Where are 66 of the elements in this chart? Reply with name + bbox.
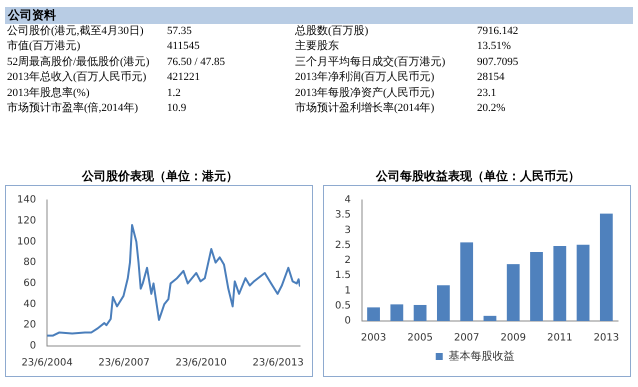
bar <box>460 242 474 321</box>
y-tick-label: 60 <box>23 278 36 290</box>
x-tick-label: 2007 <box>454 332 480 344</box>
y-tick-label: 3.5 <box>334 210 351 221</box>
text: 公司股价(港元,截至4月30日) <box>7 24 145 39</box>
text: 13.51% <box>477 39 512 54</box>
text: 421221 <box>167 70 201 86</box>
text: 57.35 <box>167 24 193 39</box>
text: 市场预计市盈率(倍,2014年) <box>7 101 140 116</box>
bar <box>367 307 380 321</box>
text: 20.2% <box>477 101 506 116</box>
text: 总股数(百万股) <box>295 24 370 39</box>
text: 市场预计盈利增长率(2014年) <box>295 101 436 116</box>
bar <box>600 214 613 321</box>
bar <box>390 304 404 321</box>
text: 公司资料 <box>5 7 633 24</box>
text: 411545 <box>167 39 201 54</box>
text: 23.1 <box>477 86 498 101</box>
chart-title: 公司股价表现（单位：港元） <box>80 168 239 185</box>
text: 2013年每股净资产(人民币元) <box>295 86 436 101</box>
text: 主要股东 <box>295 39 340 54</box>
y-tick-label: 140 <box>16 194 36 206</box>
y-tick-label: 1 <box>344 285 351 296</box>
text: 10.9 <box>167 101 188 116</box>
bar <box>506 264 520 321</box>
bar <box>576 244 590 321</box>
y-tick-label: 80 <box>23 257 36 268</box>
x-tick-label: 2011 <box>547 332 573 344</box>
x-tick-label: 23/6/2007 <box>98 358 150 369</box>
y-tick-label: 120 <box>16 215 36 226</box>
bar <box>484 316 496 321</box>
x-tick-label: 2005 <box>407 332 433 344</box>
text: 76.50 / 47.85 <box>167 54 226 70</box>
y-tick-label: 0 <box>344 316 351 327</box>
text: 1.2 <box>167 86 182 101</box>
bar <box>553 246 566 321</box>
y-tick-label: 0.5 <box>334 300 351 312</box>
y-tick-label: 2 <box>344 255 351 266</box>
y-tick-label: 100 <box>16 236 36 248</box>
text: 2013年净利润(百万人民币元) <box>295 70 436 86</box>
chart-title: 公司每股收益表现（单位：人民币元） <box>374 168 581 185</box>
bar <box>414 304 427 321</box>
x-tick-label: 2009 <box>500 332 526 344</box>
text: 7916.142 <box>477 24 520 39</box>
x-tick-label: 23/6/2010 <box>175 358 227 369</box>
y-tick-label: 4 <box>344 194 351 206</box>
y-tick-label: 40 <box>23 298 36 310</box>
text: 三个月平均每日成交(百万港元) <box>295 54 446 70</box>
text: 市值(百万港元) <box>7 39 82 54</box>
text: 907.7095 <box>477 54 520 70</box>
legend-label: 基本每股收益 <box>448 349 514 362</box>
text: 2013年股息率(%) <box>7 86 90 101</box>
y-tick-label: 0 <box>30 340 36 352</box>
bar <box>436 285 450 321</box>
y-tick-label: 20 <box>23 320 36 331</box>
y-tick-label: 2.5 <box>334 240 351 251</box>
text: 52周最高股价/最低股价(港元) <box>7 54 150 70</box>
x-tick-label: 23/6/2004 <box>21 358 73 369</box>
x-tick-label: 23/6/2013 <box>252 358 304 369</box>
y-tick-label: 3 <box>344 224 351 236</box>
text: 2013年总收入(百万人民币元) <box>7 70 148 86</box>
y-tick-label: 1.5 <box>334 270 351 282</box>
bar <box>530 252 543 321</box>
x-tick-label: 2013 <box>594 332 620 344</box>
text: 28154 <box>477 70 506 86</box>
x-tick-label: 2003 <box>360 332 386 344</box>
